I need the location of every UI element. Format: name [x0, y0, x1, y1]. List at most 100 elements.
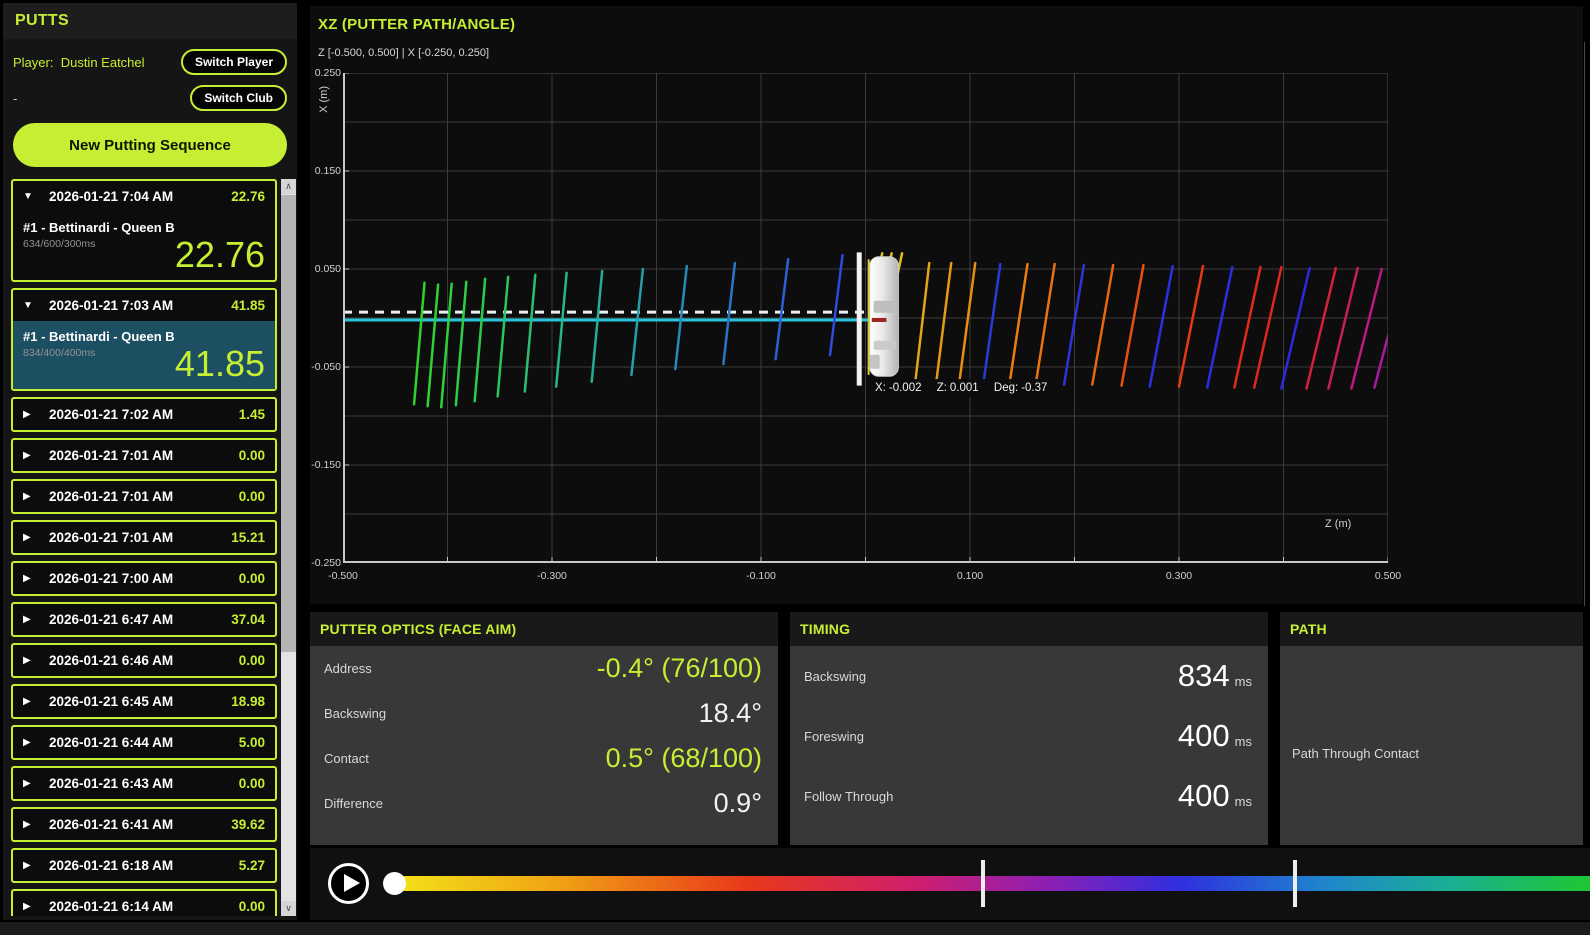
timeline-thumb[interactable] — [383, 872, 406, 895]
session-header[interactable]: ▶ 2026-01-21 6:45 AM 18.98 — [13, 686, 275, 717]
session-value: 37.04 — [231, 612, 265, 627]
session-date: 2026-01-21 7:02 AM — [49, 407, 173, 422]
timing-row: Follow Through 400ms — [790, 766, 1268, 826]
session-header[interactable]: ▶ 2026-01-21 6:18 AM 5.27 — [13, 850, 275, 881]
session-header[interactable]: ▼ 2026-01-21 7:03 AM 41.85 — [13, 290, 275, 321]
session-item: ▼ 2026-01-21 7:03 AM 41.85 #1 - Bettinar… — [11, 288, 277, 391]
caret-right-icon[interactable]: ▶ — [23, 696, 49, 707]
play-button[interactable] — [328, 863, 369, 904]
club-row: - Switch Club — [3, 85, 297, 111]
session-value: 0.00 — [239, 899, 265, 914]
session-header[interactable]: ▶ 2026-01-21 7:01 AM 15.21 — [13, 522, 275, 553]
face-angle-tick — [556, 273, 566, 387]
session-header[interactable]: ▶ 2026-01-21 6:43 AM 0.00 — [13, 768, 275, 799]
window-bottom-edge — [0, 922, 1590, 935]
path-through-contact-label: Path Through Contact — [1280, 646, 1583, 761]
scrollbar-thumb[interactable] — [281, 195, 296, 652]
timing-row-value: 834ms — [1178, 658, 1252, 694]
optics-row-value: 0.9° — [714, 788, 762, 819]
timing-row-label: Backswing — [804, 669, 866, 684]
club-value: - — [13, 91, 17, 106]
session-item: ▶ 2026-01-21 7:01 AM 0.00 — [11, 479, 277, 514]
face-angle-tick — [475, 279, 485, 402]
path-title: PATH — [1280, 612, 1583, 646]
timeline-event-marker[interactable] — [981, 860, 985, 907]
session-item: ▶ 2026-01-21 6:45 AM 18.98 — [11, 684, 277, 719]
session-value: 1.45 — [239, 407, 265, 422]
caret-right-icon[interactable]: ▶ — [23, 819, 49, 830]
caret-right-icon[interactable]: ▶ — [23, 614, 49, 625]
session-item: ▶ 2026-01-21 7:02 AM 1.45 — [11, 397, 277, 432]
caret-right-icon[interactable]: ▶ — [23, 860, 49, 871]
session-date: 2026-01-21 7:04 AM — [49, 189, 173, 204]
session-item: ▶ 2026-01-21 7:00 AM 0.00 — [11, 561, 277, 596]
session-header[interactable]: ▶ 2026-01-21 6:14 AM 0.00 — [13, 891, 275, 916]
scroll-down-icon[interactable]: ∨ — [281, 901, 296, 916]
session-header[interactable]: ▶ 2026-01-21 6:44 AM 5.00 — [13, 727, 275, 758]
session-header[interactable]: ▶ 2026-01-21 6:46 AM 0.00 — [13, 645, 275, 676]
x-tick-label: -0.100 — [746, 570, 776, 582]
session-value: 0.00 — [239, 489, 265, 504]
caret-right-icon[interactable]: ▶ — [23, 655, 49, 666]
session-header[interactable]: ▶ 2026-01-21 6:41 AM 39.62 — [13, 809, 275, 840]
caret-down-icon[interactable]: ▼ — [23, 191, 49, 202]
sidebar-title: PUTTS — [3, 3, 297, 39]
y-tick-label: -0.250 — [311, 557, 341, 569]
caret-right-icon[interactable]: ▶ — [23, 409, 49, 420]
tooltip-deg-label: Deg: — [994, 382, 1018, 394]
caret-right-icon[interactable]: ▶ — [23, 778, 49, 789]
plot-tooltip: X:-0.002 Z:0.001 Deg:-0.37 — [866, 379, 1056, 397]
face-angle-tick — [1328, 268, 1357, 389]
putt-detail[interactable]: #1 - Bettinardi - Queen B 834/400/400ms … — [13, 321, 275, 389]
switch-club-button[interactable]: Switch Club — [190, 85, 287, 111]
caret-right-icon[interactable]: ▶ — [23, 450, 49, 461]
putt-detail[interactable]: #1 - Bettinardi - Queen B 634/600/300ms … — [13, 212, 275, 280]
timeline-event-marker[interactable] — [1293, 860, 1297, 907]
session-header[interactable]: ▶ 2026-01-21 6:47 AM 37.04 — [13, 604, 275, 635]
caret-down-icon[interactable]: ▼ — [23, 300, 49, 311]
session-value: 0.00 — [239, 776, 265, 791]
timeline-slider[interactable] — [386, 876, 1590, 891]
new-putting-sequence-button[interactable]: New Putting Sequence — [13, 123, 287, 167]
y-axis-label: X (m) — [318, 86, 330, 113]
session-header[interactable]: ▶ 2026-01-21 7:01 AM 0.00 — [13, 481, 275, 512]
session-value: 0.00 — [239, 448, 265, 463]
switch-player-button[interactable]: Switch Player — [181, 49, 287, 75]
tooltip-x-value: -0.002 — [889, 382, 922, 394]
face-angle-tick — [1150, 266, 1173, 387]
player-row: Player: Dustin Eatchel Switch Player — [3, 49, 297, 75]
session-value: 15.21 — [231, 530, 265, 545]
caret-right-icon[interactable]: ▶ — [23, 532, 49, 543]
caret-right-icon[interactable]: ▶ — [23, 491, 49, 502]
session-date: 2026-01-21 7:01 AM — [49, 530, 173, 545]
putter-path-plot[interactable]: X:-0.002 Z:0.001 Deg:-0.37 — [343, 73, 1388, 563]
putter-head-graphic — [874, 341, 897, 350]
player-name: Dustin Eatchel — [61, 55, 145, 70]
putts-sidebar: PUTTS Player: Dustin Eatchel Switch Play… — [3, 3, 297, 920]
caret-right-icon[interactable]: ▶ — [23, 737, 49, 748]
session-header[interactable]: ▼ 2026-01-21 7:04 AM 22.76 — [13, 181, 275, 212]
session-value: 5.27 — [239, 858, 265, 873]
session-value: 5.00 — [239, 735, 265, 750]
face-angle-tick — [592, 271, 602, 382]
session-header[interactable]: ▶ 2026-01-21 7:01 AM 0.00 — [13, 440, 275, 471]
session-date: 2026-01-21 6:46 AM — [49, 653, 173, 668]
face-angle-tick — [776, 259, 789, 359]
timing-title: TIMING — [790, 612, 1268, 646]
session-value: 0.00 — [239, 571, 265, 586]
timeline-gradient-track[interactable] — [386, 876, 1590, 891]
scroll-up-icon[interactable]: ∧ — [281, 179, 296, 194]
face-angle-tick — [1036, 264, 1055, 384]
face-angle-tick — [937, 263, 952, 380]
face-angle-tick — [1122, 265, 1144, 386]
session-header[interactable]: ▶ 2026-01-21 7:02 AM 1.45 — [13, 399, 275, 430]
putter-optics-rows: Address -0.4° (76/100)Backswing 18.4°Con… — [310, 646, 778, 826]
tooltip-x-label: X: — [875, 382, 886, 394]
path-panel: PATH Path Through Contact — [1280, 612, 1583, 845]
putting-analysis-app: PUTTS Player: Dustin Eatchel Switch Play… — [0, 0, 1590, 935]
caret-right-icon[interactable]: ▶ — [23, 573, 49, 584]
caret-right-icon[interactable]: ▶ — [23, 901, 49, 912]
y-tick-label: 0.150 — [315, 165, 341, 177]
sidebar-scrollbar[interactable]: ∧ ∨ — [281, 179, 296, 916]
session-header[interactable]: ▶ 2026-01-21 7:00 AM 0.00 — [13, 563, 275, 594]
